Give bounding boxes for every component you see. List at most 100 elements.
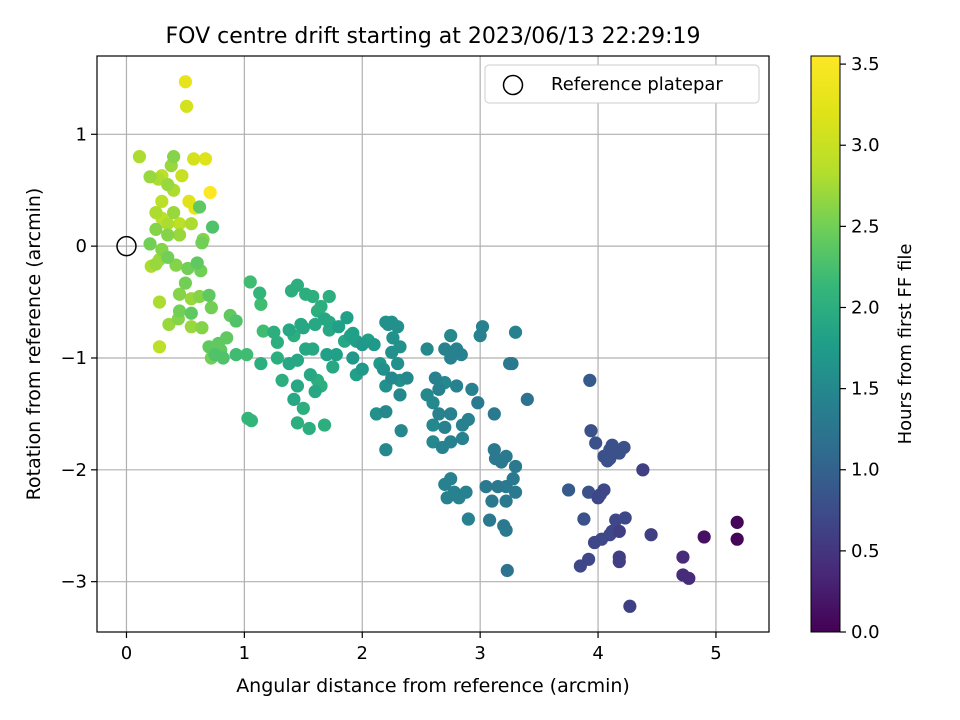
scatter-point: [275, 373, 289, 387]
scatter-point: [220, 331, 234, 345]
scatter-point: [314, 299, 328, 314]
scatter-point: [623, 599, 637, 613]
y-axis-label: Rotation from reference (arcmin): [23, 188, 45, 501]
x-tick-label: 5: [710, 643, 721, 664]
colorbar-tick-label: 2.0: [851, 297, 880, 318]
scatter-point: [287, 392, 301, 406]
x-axis-ticks: 0 1 2 3 4 5: [121, 632, 722, 664]
colorbar-gradient: [810, 55, 841, 633]
scatter-point: [178, 75, 193, 89]
plot-area: [96, 55, 770, 633]
scatter-point: [253, 286, 267, 300]
scatter-point: [394, 424, 408, 438]
scatter-point: [254, 297, 268, 311]
scatter-point: [155, 194, 169, 208]
scatter-point: [520, 392, 534, 406]
plot-background: [97, 56, 769, 632]
scatter-point: [393, 340, 407, 354]
scatter-point: [730, 515, 744, 529]
scatter-point: [143, 170, 157, 184]
reference-platepar-marker: [116, 235, 137, 257]
scatter-point: [612, 524, 626, 538]
scatter-point: [573, 559, 587, 573]
scatter-point: [432, 407, 446, 421]
legend-reference-marker: [502, 74, 524, 96]
y-axis-ticks: −3 −2 −1 0 1: [60, 124, 97, 593]
scatter-point: [444, 407, 458, 421]
colorbar-tick-label: 1.0: [851, 460, 880, 481]
scatter-point: [306, 289, 320, 304]
data-points: [132, 75, 744, 613]
scatter-point: [308, 384, 322, 399]
x-tick-label: 3: [474, 643, 485, 664]
scatter-point: [391, 356, 405, 371]
scatter-point: [636, 463, 650, 477]
scatter-point: [618, 511, 632, 525]
scatter-point: [167, 150, 181, 164]
x-tick-label: 4: [592, 643, 603, 664]
scatter-point: [444, 329, 458, 343]
scatter-point: [379, 315, 393, 329]
scatter-point: [449, 379, 464, 393]
scatter-point: [317, 418, 332, 432]
scatter-point: [589, 436, 603, 450]
scatter-point: [505, 356, 519, 371]
scatter-point: [175, 169, 189, 183]
scatter-point: [282, 323, 296, 337]
plot-frame: [96, 55, 770, 633]
scatter-point: [161, 178, 175, 192]
legend: Reference platepar: [484, 64, 760, 104]
scatter-point: [612, 554, 626, 569]
scatter-point: [244, 414, 259, 428]
scatter-point: [367, 337, 381, 352]
scatter-point: [508, 459, 523, 474]
scatter-point: [190, 256, 204, 270]
colorbar-ticks: 0.0 0.5 1.0 1.5 2.0 2.5 3.0 3.5: [840, 54, 880, 643]
scatter-point: [290, 353, 305, 367]
x-tick-label: 1: [239, 643, 250, 664]
scatter-point: [379, 443, 393, 457]
scatter-point: [676, 550, 690, 564]
scatter-point: [178, 276, 193, 290]
y-tick-label: 1: [76, 124, 87, 145]
scatter-point: [326, 360, 340, 374]
scatter-point: [184, 306, 198, 320]
scatter-point: [444, 435, 458, 449]
scatter-point: [485, 494, 499, 508]
scatter-point: [471, 396, 485, 410]
scatter-point: [385, 371, 399, 385]
scatter-point: [461, 412, 475, 427]
scatter-point: [152, 340, 167, 354]
scatter-point: [182, 194, 196, 208]
scatter-point: [184, 217, 198, 231]
x-tick-label: 0: [121, 643, 132, 664]
scatter-point: [355, 362, 369, 376]
scatter-point: [461, 512, 475, 526]
scatter-point: [444, 472, 458, 486]
scatter-point: [296, 401, 310, 415]
scatter-point: [459, 485, 473, 499]
colorbar-tick-label: 0.0: [851, 622, 880, 643]
colorbar: 0.0 0.5 1.0 1.5 2.0 2.5 3.0 3.5 Hours from firs…: [810, 54, 916, 643]
scatter-point: [400, 371, 414, 385]
scatter-point: [438, 420, 452, 434]
scatter-point: [499, 494, 513, 508]
y-tick-label: 0: [76, 236, 87, 257]
scatter-point: [386, 331, 400, 345]
colorbar-tick-label: 3.5: [851, 54, 880, 75]
scatter-point: [187, 152, 201, 166]
scatter-point: [161, 217, 175, 231]
scatter-point: [256, 324, 270, 338]
scatter-point: [229, 348, 243, 362]
scatter-point: [682, 571, 696, 585]
scatter-point: [161, 250, 175, 264]
scatter-point: [499, 449, 513, 464]
scatter-point: [306, 342, 320, 356]
scatter-point: [216, 351, 230, 365]
scatter-point: [593, 487, 608, 502]
colorbar-tick-label: 0.5: [851, 541, 880, 562]
scatter-point: [167, 205, 181, 220]
scatter-point: [499, 523, 513, 537]
x-axis-label: Angular distance from reference (arcmin): [236, 675, 630, 697]
x-tick-label: 2: [357, 643, 368, 664]
